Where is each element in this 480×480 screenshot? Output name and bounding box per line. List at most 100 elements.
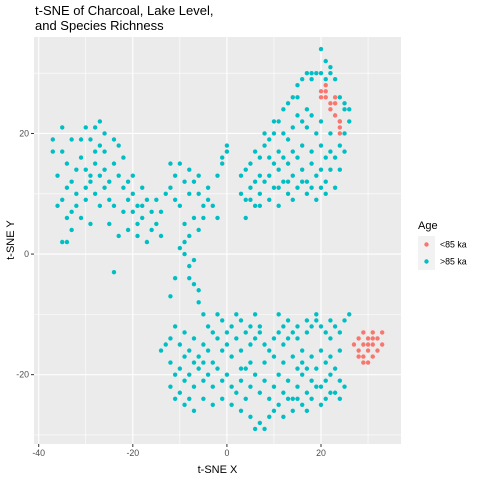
- data-point-gt85ka: [74, 203, 79, 209]
- data-point-gt85ka: [267, 197, 272, 202]
- data-point-gt85ka: [191, 215, 197, 221]
- data-point-gt85ka: [215, 336, 220, 341]
- data-point-gt85ka: [220, 155, 225, 160]
- data-point-gt85ka: [290, 408, 295, 414]
- legend: Age <85 ka >85 ka: [418, 220, 467, 270]
- data-point-gt85ka: [299, 402, 305, 408]
- data-point-gt85ka: [243, 330, 248, 335]
- data-point-lt85ka: [365, 348, 371, 353]
- data-point-gt85ka: [309, 396, 314, 401]
- data-point-gt85ka: [314, 131, 319, 136]
- data-point-gt85ka: [224, 143, 230, 148]
- data-point-gt85ka: [238, 173, 244, 178]
- data-point-gt85ka: [285, 396, 291, 401]
- data-point-gt85ka: [257, 191, 263, 196]
- data-point-gt85ka: [243, 197, 248, 202]
- data-point-gt85ka: [168, 384, 173, 389]
- data-point-gt85ka: [69, 209, 74, 215]
- data-point-gt85ka: [314, 312, 319, 317]
- data-point-gt85ka: [276, 119, 281, 124]
- data-point-gt85ka: [234, 336, 239, 341]
- data-point-gt85ka: [314, 173, 319, 178]
- data-point-gt85ka: [205, 197, 211, 202]
- data-point-gt85ka: [309, 161, 314, 166]
- data-point-lt85ka: [323, 89, 328, 94]
- data-point-gt85ka: [347, 119, 352, 124]
- data-point-gt85ka: [328, 131, 333, 136]
- data-point-gt85ka: [140, 185, 145, 190]
- data-point-gt85ka: [97, 119, 103, 124]
- axis-ticks: -40 -20 0 20 -20 0 20: [16, 128, 326, 458]
- data-point-gt85ka: [187, 263, 192, 269]
- y-tick-label: 0: [24, 249, 29, 259]
- data-point-gt85ka: [121, 185, 126, 190]
- data-point-gt85ka: [262, 131, 267, 136]
- data-point-lt85ka: [370, 354, 375, 359]
- data-point-gt85ka: [328, 318, 333, 323]
- data-point-gt85ka: [55, 203, 60, 209]
- data-point-gt85ka: [281, 390, 286, 395]
- data-point-gt85ka: [314, 366, 319, 371]
- data-point-gt85ka: [304, 318, 310, 323]
- data-point-gt85ka: [64, 185, 70, 190]
- data-point-lt85ka: [365, 336, 371, 341]
- data-point-gt85ka: [257, 390, 263, 395]
- data-point-gt85ka: [328, 372, 333, 377]
- data-point-gt85ka: [168, 336, 173, 341]
- data-point-gt85ka: [332, 155, 338, 160]
- data-point-gt85ka: [168, 161, 173, 166]
- data-point-gt85ka: [50, 137, 56, 142]
- data-point-gt85ka: [257, 155, 263, 160]
- data-point-gt85ka: [295, 113, 300, 118]
- data-point-gt85ka: [116, 233, 121, 239]
- data-point-gt85ka: [262, 143, 267, 148]
- data-point-gt85ka: [276, 402, 281, 408]
- data-point-gt85ka: [337, 330, 343, 335]
- data-point-lt85ka: [375, 348, 380, 353]
- data-point-gt85ka: [97, 143, 103, 148]
- data-point-gt85ka: [285, 137, 291, 142]
- data-point-gt85ka: [215, 215, 220, 221]
- data-point-gt85ka: [243, 366, 248, 371]
- data-point-lt85ka: [365, 360, 371, 365]
- data-point-gt85ka: [318, 384, 324, 389]
- data-point-gt85ka: [135, 233, 140, 239]
- data-point-gt85ka: [337, 95, 343, 100]
- data-point-lt85ka: [379, 342, 385, 347]
- data-point-gt85ka: [285, 179, 291, 184]
- data-point-gt85ka: [276, 372, 281, 377]
- data-point-gt85ka: [271, 408, 277, 414]
- data-point-gt85ka: [92, 149, 98, 154]
- data-point-gt85ka: [304, 330, 310, 335]
- data-point-gt85ka: [314, 318, 319, 323]
- data-point-gt85ka: [182, 251, 187, 257]
- data-point-gt85ka: [215, 312, 220, 317]
- data-point-gt85ka: [149, 227, 154, 233]
- data-point-gt85ka: [332, 77, 338, 82]
- data-point-gt85ka: [347, 107, 352, 112]
- data-point-gt85ka: [299, 348, 305, 353]
- data-point-gt85ka: [290, 173, 295, 178]
- data-point-gt85ka: [210, 203, 215, 209]
- data-point-gt85ka: [97, 173, 103, 178]
- data-point-gt85ka: [182, 221, 187, 227]
- data-point-gt85ka: [337, 348, 343, 353]
- data-point-gt85ka: [285, 191, 291, 196]
- data-point-gt85ka: [220, 396, 225, 401]
- data-point-gt85ka: [252, 149, 258, 154]
- data-point-gt85ka: [271, 185, 277, 190]
- plot-panel: [34, 37, 401, 444]
- data-point-lt85ka: [365, 342, 371, 347]
- data-point-gt85ka: [309, 77, 314, 82]
- data-point-gt85ka: [163, 191, 168, 196]
- data-point-gt85ka: [224, 149, 230, 154]
- data-point-gt85ka: [304, 125, 310, 130]
- data-points: [50, 46, 385, 432]
- data-point-gt85ka: [295, 324, 300, 329]
- data-point-gt85ka: [210, 402, 215, 408]
- data-point-gt85ka: [60, 197, 65, 202]
- data-point-lt85ka: [332, 95, 338, 100]
- data-point-gt85ka: [144, 197, 150, 202]
- data-point-gt85ka: [182, 354, 187, 359]
- data-point-gt85ka: [60, 125, 65, 130]
